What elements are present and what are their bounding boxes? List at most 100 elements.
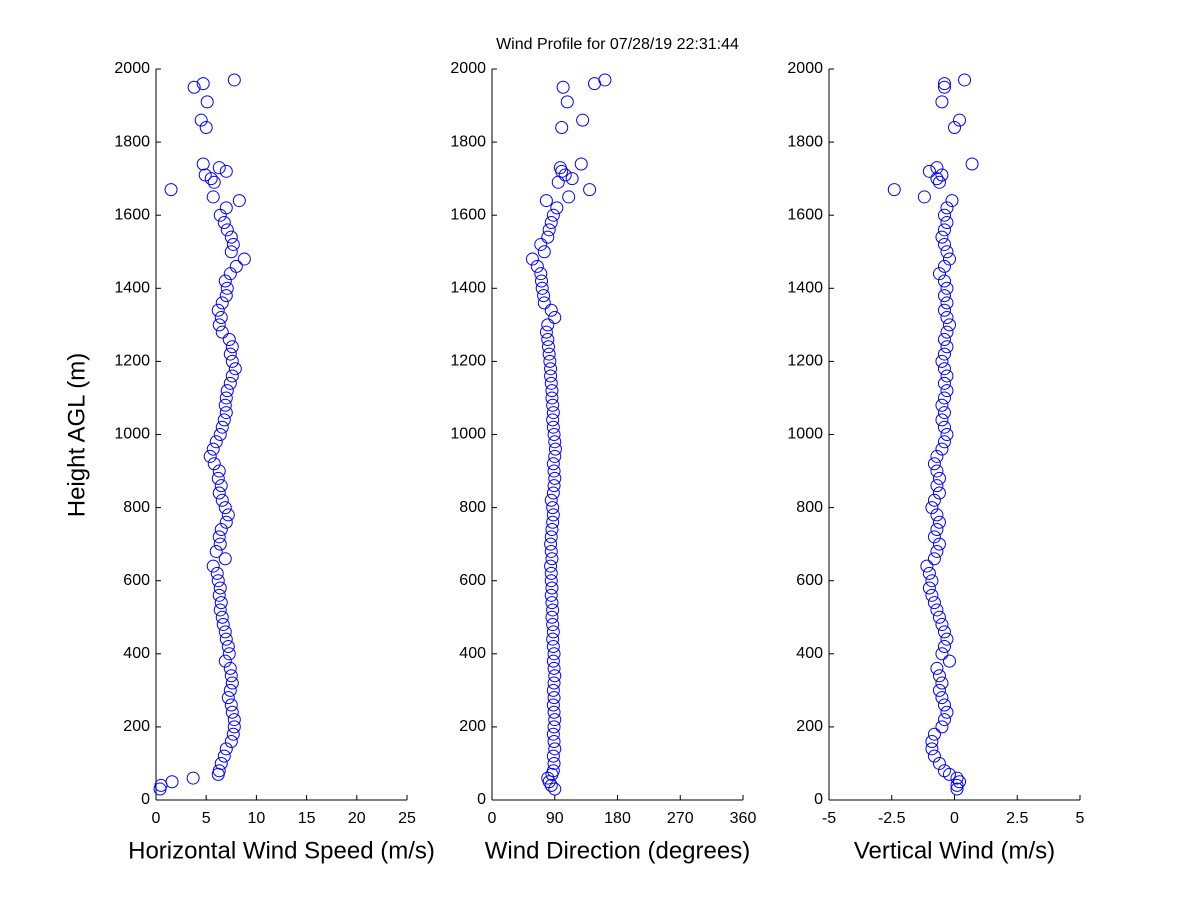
point (542, 347, 556, 361)
point (927, 552, 941, 566)
point (530, 259, 544, 273)
point (937, 289, 951, 303)
point (548, 471, 562, 485)
point (215, 610, 229, 624)
point (534, 237, 548, 251)
point (544, 544, 558, 558)
point (546, 398, 560, 412)
point (546, 420, 560, 434)
point (937, 625, 951, 639)
point (932, 515, 946, 529)
point (537, 289, 551, 303)
point (219, 515, 233, 529)
y-tick-label: 600 (459, 572, 486, 589)
point (546, 603, 560, 617)
point (547, 428, 561, 441)
x-tick-label: 2.5 (1006, 810, 1028, 827)
point (930, 544, 944, 558)
point (937, 274, 951, 288)
point (546, 632, 560, 646)
point (930, 661, 944, 675)
point (547, 756, 561, 770)
point (541, 318, 555, 332)
point (937, 303, 951, 317)
x-tick-label: 90 (546, 810, 564, 827)
point (224, 230, 238, 244)
point (211, 574, 225, 588)
point (546, 749, 560, 763)
point (935, 618, 949, 632)
y-tick-label: 1800 (114, 133, 150, 150)
point (927, 530, 941, 544)
point (935, 442, 949, 456)
point (583, 183, 597, 197)
point (930, 161, 944, 175)
point (937, 639, 951, 653)
point (545, 581, 559, 595)
point (930, 508, 944, 522)
point (958, 73, 972, 87)
point (953, 113, 967, 127)
y-tick-label: 2000 (787, 60, 823, 77)
point (209, 435, 223, 449)
point (212, 486, 226, 500)
point (544, 362, 558, 376)
point (930, 479, 944, 493)
point (227, 73, 241, 87)
point (548, 435, 562, 449)
point (212, 464, 226, 478)
x-tick-label: 20 (348, 810, 366, 827)
x-tick-label: 25 (398, 810, 416, 827)
x-tick-label: 0 (488, 810, 497, 827)
point (940, 216, 954, 230)
point (548, 742, 562, 756)
point (225, 705, 239, 719)
point (547, 735, 561, 749)
point (544, 369, 558, 383)
point (562, 190, 576, 204)
point (927, 493, 941, 507)
x-tick-label: 15 (298, 810, 316, 827)
point (560, 95, 574, 109)
point (937, 77, 951, 91)
point (937, 764, 951, 778)
x-tick-label: 0 (950, 810, 959, 827)
y-tick-label: 1200 (114, 353, 150, 370)
point (213, 581, 227, 595)
point (927, 727, 941, 741)
point (212, 764, 226, 778)
point (932, 267, 946, 281)
point (217, 216, 231, 230)
point (219, 742, 233, 756)
y-tick-label: 1000 (787, 426, 823, 443)
point (542, 223, 556, 237)
point (940, 296, 954, 310)
point (222, 332, 236, 346)
point (212, 161, 226, 175)
point (541, 332, 555, 346)
point (887, 183, 901, 197)
point (940, 311, 954, 325)
point (932, 175, 946, 189)
point (225, 676, 239, 690)
point (219, 406, 233, 420)
point (229, 259, 243, 273)
point (220, 384, 234, 398)
point (198, 168, 212, 182)
point (219, 289, 233, 303)
point (925, 588, 939, 602)
point (544, 566, 558, 580)
point (221, 508, 235, 522)
point (935, 691, 949, 705)
point (937, 259, 951, 273)
point (544, 303, 558, 317)
point (940, 428, 954, 441)
point (547, 705, 561, 719)
point (194, 113, 208, 127)
point (556, 80, 570, 94)
point (598, 73, 612, 87)
point (925, 574, 939, 588)
point (203, 449, 217, 463)
y-tick-label: 400 (459, 645, 486, 662)
